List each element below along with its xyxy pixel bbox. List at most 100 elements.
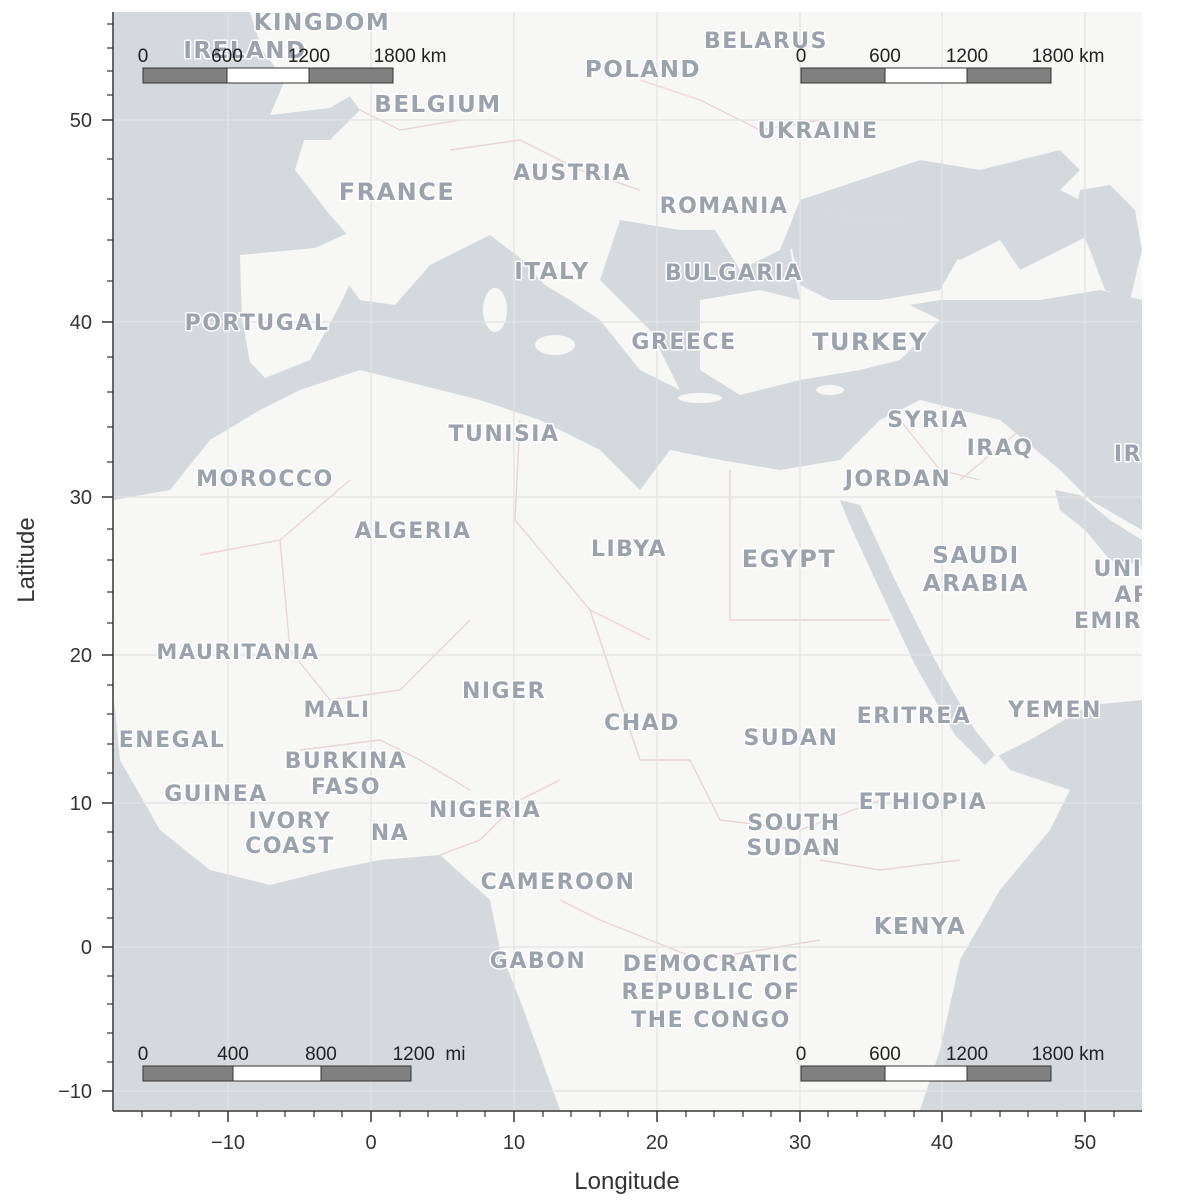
y-axis-title: Latitude — [13, 517, 40, 602]
map-label-ethiopia: ETHIOPIA — [859, 790, 988, 815]
map-label-faso: FASO — [311, 775, 381, 800]
map-label-congo: THE CONGO — [631, 1008, 791, 1033]
scale-bar-label: 1200 — [946, 1044, 988, 1065]
map-label-gabon: GABON — [490, 949, 586, 974]
map-label-mauritania: MAURITANIA — [156, 640, 319, 664]
map-label-niger: NIGER — [462, 679, 546, 704]
scale-bar-label: 600 — [869, 1044, 901, 1065]
map-label-ukraine: UKRAINE — [757, 119, 878, 144]
scale-bar-label: 1800 km — [374, 46, 447, 67]
scale-bar-segment — [308, 67, 394, 84]
sardinia-land — [483, 288, 507, 332]
y-tick-label: 10 — [70, 793, 92, 815]
britain-land — [250, 12, 365, 115]
anatolia-land — [700, 290, 940, 395]
scale-bar-label: 1200 mi — [393, 1044, 466, 1065]
map-label-chad: CHAD — [604, 711, 680, 736]
map-label-eritrea: ERITREA — [857, 704, 972, 729]
map-label-tunisia: TUNISIA — [448, 422, 559, 447]
scale-bar-label: 800 — [305, 1044, 337, 1065]
map-label-libya: LIBYA — [591, 537, 667, 562]
map-label-burkina: BURKINA — [285, 749, 408, 774]
map-label-ivory: IVORY — [249, 809, 332, 834]
scale-bar-segment — [966, 1065, 1052, 1082]
x-major-ticks — [227, 1111, 1086, 1122]
crete-land — [678, 393, 722, 403]
map-label-belarus: BELARUS — [704, 29, 828, 54]
x-tick-label: 30 — [789, 1132, 811, 1154]
map-label-republic: REPUBLIC OF — [622, 980, 801, 1005]
map-label-iraq: IRAQ — [967, 436, 1034, 461]
y-tick-label: 30 — [70, 487, 92, 509]
map-label-emir: EMIR — [1074, 609, 1142, 634]
map-label-syria: SYRIA — [887, 408, 968, 433]
map-label-jordan: JORDAN — [843, 467, 952, 492]
y-tick-labels: 50 40 30 20 10 0 −10 — [58, 110, 92, 1103]
cyprus-land — [816, 385, 844, 395]
scale-bar-bottom-left: 0 400 800 1200 mi — [138, 1044, 466, 1082]
gridlines — [114, 12, 1142, 1110]
map-label-portugal: PORTUGAL — [185, 311, 330, 336]
x-tick-label: 0 — [365, 1132, 376, 1154]
map-label-cameroon: CAMEROON — [481, 870, 636, 895]
x-tick-label: −10 — [211, 1132, 245, 1154]
scale-bar-bottom-right: 0 600 1200 1800 km — [796, 1044, 1104, 1082]
map-label-yemen: YEMEN — [1007, 698, 1102, 723]
scale-bar-segment — [142, 67, 228, 84]
map-label-na: NA — [371, 821, 409, 846]
x-tick-labels: −10 0 10 20 30 40 50 — [211, 1132, 1096, 1154]
scale-bar-label: 0 — [796, 1044, 807, 1065]
map-label-bulgaria: BULGARIA — [665, 261, 803, 286]
x-axis-title: Longitude — [574, 1168, 679, 1195]
sicily-land — [535, 335, 575, 355]
scale-bar-label: 1800 km — [1032, 46, 1105, 67]
y-minor-ticks — [107, 23, 113, 1063]
map-label-italy: ITALY — [514, 259, 590, 285]
scale-bar-label: 600 — [869, 46, 901, 67]
map-label-nigeria: NIGERIA — [429, 798, 541, 823]
scale-bar-segment — [800, 67, 886, 84]
iberia-land — [240, 230, 360, 378]
x-tick-label: 40 — [931, 1132, 953, 1154]
map-panel[interactable]: KINGDOM IRELAND BELARUS POLAND BELGIUM U… — [114, 10, 1151, 1110]
map-label-south: SOUTH — [747, 811, 840, 836]
scale-bar-top-right: 0 600 1200 1800 km — [796, 46, 1105, 84]
map-label-poland: POLAND — [585, 57, 701, 83]
map-label-kingdom: KINGDOM — [254, 10, 391, 36]
map-label-guinea: GUINEA — [164, 782, 268, 807]
x-tick-label: 50 — [1074, 1132, 1096, 1154]
map-label-greece: GREECE — [631, 330, 736, 355]
scale-bar-label: 0 — [796, 46, 807, 67]
scale-bar-segment — [884, 67, 968, 84]
scale-bar-segment — [320, 1065, 412, 1082]
x-tick-label: 10 — [503, 1132, 525, 1154]
y-tick-label: −10 — [58, 1081, 92, 1103]
caspian-sea — [1075, 185, 1142, 300]
map-label-democratic: DEMOCRATIC — [623, 952, 800, 977]
black-sea — [790, 215, 960, 300]
persian-gulf — [1055, 490, 1142, 565]
y-major-ticks — [102, 119, 113, 1092]
scale-bar-label: 400 — [217, 1044, 249, 1065]
map-label-uni: UNI — [1094, 557, 1143, 582]
europe-land — [295, 12, 1142, 390]
map-label-ireland: IRELAND — [183, 38, 306, 64]
map-label-saudi: SAUDI — [932, 543, 1019, 569]
scale-bar-segment — [226, 67, 310, 84]
map-label-ar: AR — [1115, 583, 1152, 608]
scale-bar-top-left: 0 600 1200 1800 km — [138, 46, 447, 84]
map-label-sudan: SUDAN — [744, 726, 839, 751]
y-tick-label: 50 — [70, 110, 92, 132]
map-label-morocco: MOROCCO — [196, 467, 334, 492]
map-label-belgium: BELGIUM — [374, 92, 501, 118]
map-label-kenya: KENYA — [874, 914, 967, 940]
map-label-egypt: EGYPT — [742, 545, 836, 573]
map-label-algeria: ALGERIA — [355, 519, 472, 544]
scale-bar-segment — [142, 1065, 234, 1082]
country-labels: KINGDOM IRELAND BELARUS POLAND BELGIUM U… — [117, 10, 1152, 1035]
x-tick-label: 20 — [646, 1132, 668, 1154]
scale-bar-label: 1200 — [946, 46, 988, 67]
scale-bar-segment — [232, 1065, 322, 1082]
map-label-austria: AUSTRIA — [513, 161, 631, 186]
scale-bar-label: 0 — [138, 46, 149, 67]
